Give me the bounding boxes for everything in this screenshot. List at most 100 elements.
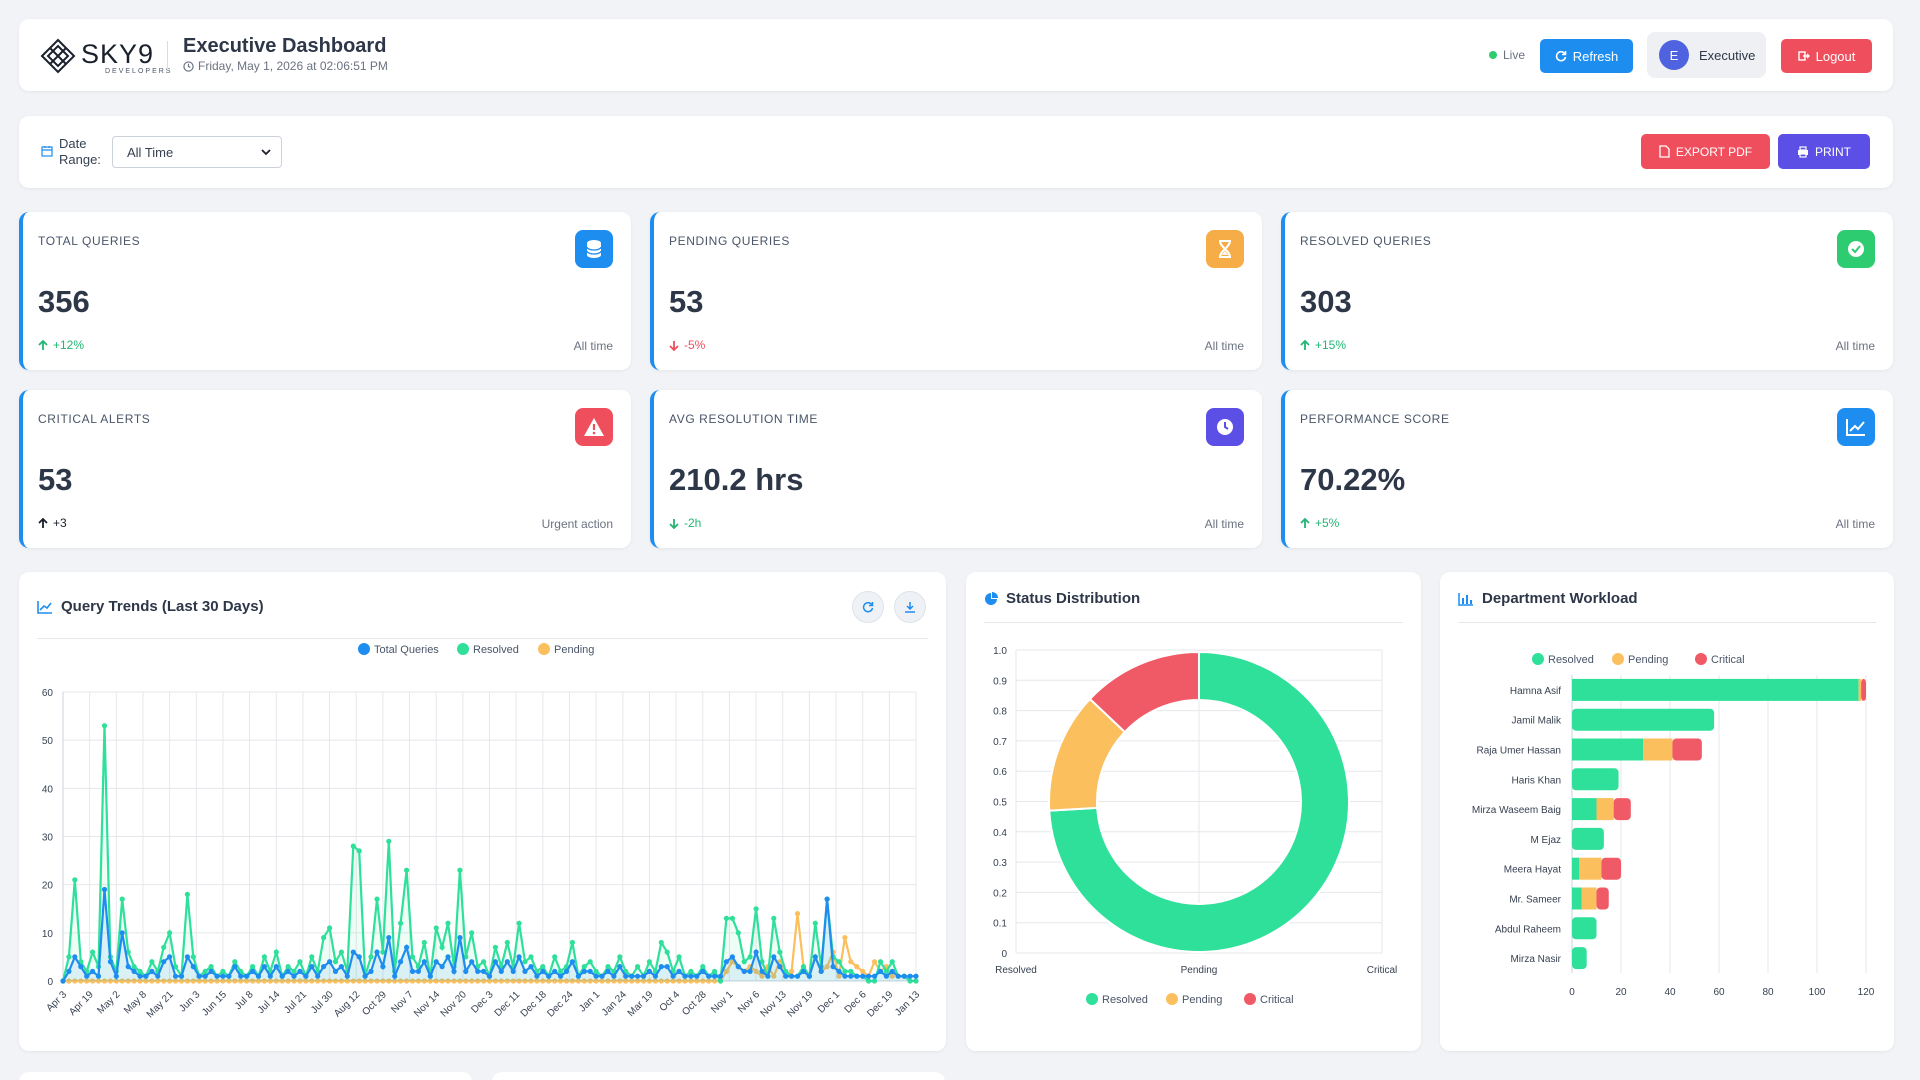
bar-resolved	[1572, 738, 1644, 761]
total-queries-point	[842, 973, 848, 979]
total-queries-point	[552, 968, 558, 974]
total-queries-point	[889, 968, 895, 974]
resolved-point	[581, 964, 587, 970]
print-button[interactable]: PRINT	[1778, 134, 1870, 169]
pending-point	[640, 978, 647, 984]
pending-point	[700, 978, 706, 984]
y-tick-label: M Ejaz	[1530, 835, 1561, 846]
pending-point	[232, 978, 238, 984]
total-queries-point	[66, 968, 72, 974]
total-queries-point	[629, 973, 635, 979]
resolved-point	[404, 867, 410, 873]
bar-critical	[1596, 887, 1609, 910]
bar-pending	[1643, 738, 1673, 761]
pending-point	[226, 978, 232, 984]
hourglass-icon	[1206, 230, 1244, 268]
total-queries-point	[392, 973, 398, 979]
x-tick-label: 100	[1809, 987, 1826, 998]
pending-point	[303, 978, 309, 984]
pending-point	[569, 978, 576, 984]
resolved-point	[883, 968, 890, 974]
total-queries-point	[540, 968, 546, 974]
x-tick-label: Jul 8	[233, 989, 256, 1012]
pending-point	[439, 978, 445, 984]
resolved-point	[540, 964, 546, 970]
x-tick-label: Oct 28	[680, 989, 709, 1018]
pending-point	[321, 978, 327, 984]
total-queries-point	[646, 968, 653, 974]
user-menu[interactable]: E Executive	[1647, 32, 1766, 78]
clock-icon	[183, 60, 194, 72]
brand-subtitle: DEVELOPERS	[105, 68, 173, 75]
trend-download-button[interactable]	[894, 591, 926, 623]
total-queries-point	[800, 968, 807, 974]
pending-point	[214, 978, 220, 984]
total-queries-point	[830, 964, 836, 970]
x-tick-label: 120	[1858, 987, 1875, 998]
total-queries-point	[587, 968, 593, 974]
arrow-up-icon	[1300, 517, 1310, 528]
pending-point	[498, 978, 504, 984]
total-queries-point	[871, 973, 878, 979]
resolved-point	[291, 968, 297, 974]
kpi-label: PERFORMANCE SCORE	[1300, 412, 1450, 426]
pending-point	[279, 978, 285, 984]
total-queries-point	[255, 973, 262, 979]
resolved-point	[338, 949, 344, 955]
resolved-point	[350, 843, 356, 849]
x-tick-label: Oct 4	[658, 989, 683, 1014]
total-queries-point	[652, 973, 659, 979]
resolved-point	[285, 964, 291, 970]
resolved-point	[72, 877, 78, 883]
refresh-button[interactable]: Refresh	[1540, 39, 1633, 73]
y-tick-label: 0.1	[993, 919, 1007, 930]
resolved-point	[753, 906, 759, 912]
pending-point	[433, 978, 439, 984]
pending-point	[759, 973, 765, 979]
pending-point	[522, 978, 528, 984]
query-trends-card: Query Trends (Last 30 Days) Total Querie…	[19, 572, 946, 1051]
resolved-point	[913, 978, 919, 984]
resolved-point	[646, 959, 653, 965]
pending-point	[860, 968, 866, 974]
resolved-point	[877, 959, 884, 965]
total-queries-point	[617, 964, 623, 970]
trend-refresh-button[interactable]	[852, 591, 884, 623]
pending-point	[415, 978, 421, 984]
total-queries-point	[415, 968, 421, 974]
export-pdf-button[interactable]: EXPORT PDF	[1641, 134, 1770, 169]
total-queries-point	[368, 968, 374, 974]
logout-button[interactable]: Logout	[1781, 39, 1872, 73]
kpi-trend-value: -2h	[684, 516, 702, 530]
resolved-point	[131, 964, 137, 970]
pending-point	[676, 978, 682, 984]
resolved-point	[836, 959, 842, 965]
pending-point	[534, 978, 540, 984]
brand-name: SKY9	[81, 39, 155, 69]
pending-point	[137, 978, 143, 984]
pending-point	[208, 978, 214, 984]
y-tick-label: 40	[42, 784, 54, 795]
datetime-display: Friday, May 1, 2026 at 02:06:51 PM	[183, 59, 388, 73]
department-workload-header: Department Workload	[1458, 590, 1638, 607]
total-queries-point	[161, 959, 167, 965]
total-queries-point	[783, 973, 789, 979]
pending-point	[492, 978, 498, 984]
total-queries-point	[599, 973, 605, 979]
resolved-area	[63, 725, 916, 981]
total-queries-point	[688, 973, 694, 979]
y-tick-label: 0.4	[993, 828, 1007, 839]
pending-point	[664, 978, 670, 984]
live-indicator: Live	[1489, 48, 1525, 62]
pending-series	[60, 911, 895, 984]
clock-icon	[1206, 408, 1244, 446]
bar-resolved	[1572, 678, 1859, 701]
date-range-select[interactable]: All Time	[112, 136, 282, 168]
total-queries-point	[226, 973, 232, 979]
y-tick-label: 1.0	[993, 646, 1007, 657]
pending-point	[315, 978, 321, 984]
total-queries-point	[250, 968, 256, 974]
legend-label: Critical	[1711, 654, 1745, 666]
pending-point	[629, 978, 635, 984]
page-title: Executive Dashboard	[183, 35, 387, 57]
